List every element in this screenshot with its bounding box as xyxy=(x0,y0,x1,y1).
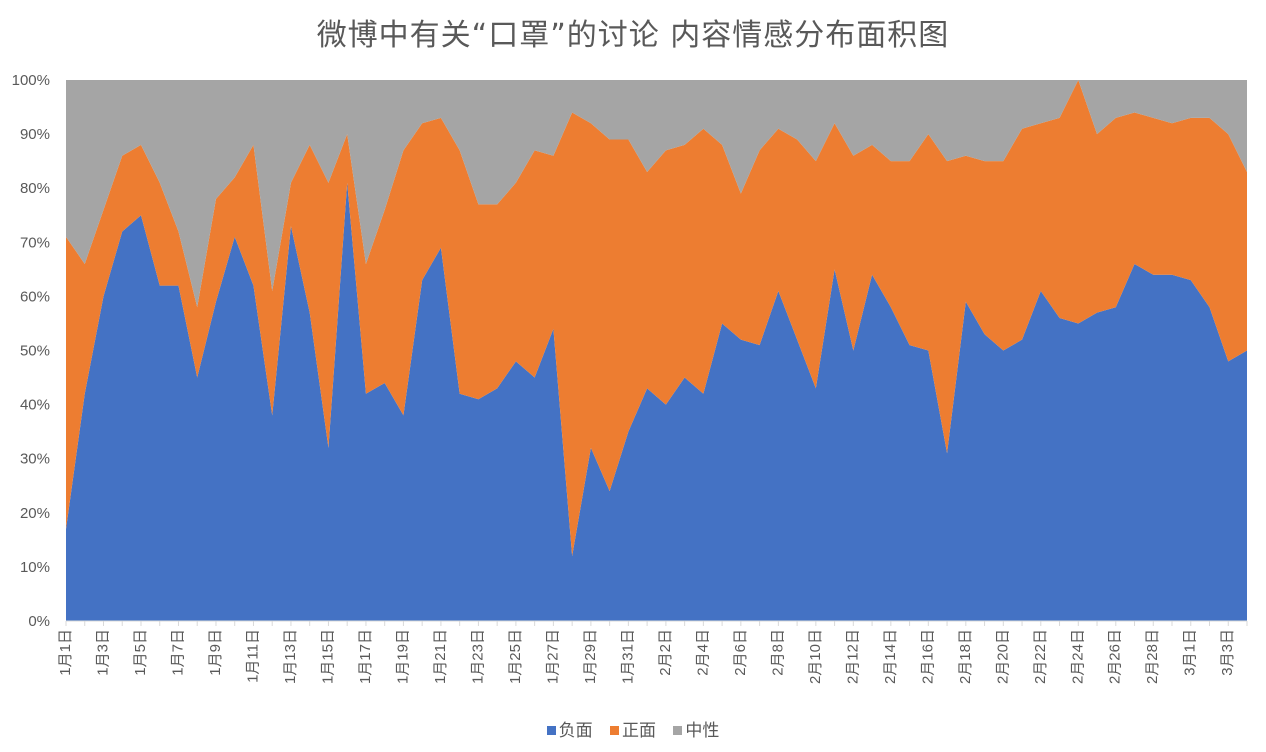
legend-item-positive: 正面 xyxy=(610,716,656,741)
x-tick-label: 1月1日 xyxy=(57,629,74,676)
legend-swatch-negative xyxy=(546,726,556,735)
y-tick-label: 70% xyxy=(20,234,50,251)
x-tick-label: 2月20日 xyxy=(994,629,1011,684)
y-tick-label: 60% xyxy=(20,288,50,305)
y-tick-label: 40% xyxy=(20,397,50,414)
y-tick-label: 30% xyxy=(20,451,50,468)
x-tick-label: 2月8日 xyxy=(769,629,786,676)
y-tick-label: 10% xyxy=(20,559,50,576)
x-tick-label: 1月13日 xyxy=(282,629,299,684)
area-series-positive xyxy=(66,80,1247,557)
x-tick-label: 2月26日 xyxy=(1107,629,1124,684)
x-tick-label: 1月15日 xyxy=(319,629,336,684)
legend-label-neutral: 中性 xyxy=(685,721,720,741)
chart-title: 微博中有关“口罩”的讨论 内容情感分布面积图 xyxy=(316,18,950,53)
x-tick-label: 1月7日 xyxy=(169,629,186,676)
y-tick-label: 20% xyxy=(20,505,50,522)
x-tick-label: 1月31日 xyxy=(619,629,636,684)
x-tick-label: 1月17日 xyxy=(357,629,374,684)
y-tick-label: 80% xyxy=(20,180,50,197)
area-series-negative xyxy=(66,182,1247,622)
x-tick-label: 2月6日 xyxy=(732,629,749,676)
y-tick-label: 90% xyxy=(20,126,50,143)
legend-item-neutral: 中性 xyxy=(673,716,719,741)
y-tick-label: 100% xyxy=(12,72,50,89)
area-series-neutral xyxy=(66,80,1247,308)
x-tick-label: 1月23日 xyxy=(469,629,486,684)
x-tick-label: 3月1日 xyxy=(1182,629,1199,676)
x-tick-label: 1月9日 xyxy=(207,629,224,676)
legend-label-negative: 负面 xyxy=(558,721,593,741)
chart-legend: 负面 正面 中性 xyxy=(0,716,1266,741)
x-tick-label: 2月12日 xyxy=(844,629,861,684)
x-tick-label: 2月28日 xyxy=(1144,629,1161,684)
x-tick-label: 2月24日 xyxy=(1069,629,1086,684)
x-tick-label: 1月19日 xyxy=(394,629,411,684)
x-tick-label: 1月27日 xyxy=(544,629,561,684)
y-tick-label: 50% xyxy=(20,343,50,360)
x-tick-label: 2月14日 xyxy=(882,629,899,684)
x-tick-label: 2月18日 xyxy=(957,629,974,684)
x-tick-label: 2月22日 xyxy=(1032,629,1049,684)
x-tick-label: 1月5日 xyxy=(132,629,149,676)
legend-label-positive: 正面 xyxy=(622,721,656,741)
legend-swatch-positive xyxy=(610,726,619,735)
x-tick-label: 2月4日 xyxy=(694,629,711,676)
x-tick-label: 1月11日 xyxy=(244,629,261,683)
legend-swatch-neutral xyxy=(673,726,683,735)
x-tick-label: 2月10日 xyxy=(807,629,824,684)
x-tick-label: 1月21日 xyxy=(432,629,449,684)
x-tick-label: 1月25日 xyxy=(507,629,524,684)
y-tick-label: 0% xyxy=(28,613,50,630)
legend-item-negative: 负面 xyxy=(546,716,593,741)
x-tick-label: 1月29日 xyxy=(582,629,599,684)
x-tick-label: 1月3日 xyxy=(94,629,111,676)
x-tick-label: 3月3日 xyxy=(1219,629,1236,676)
x-tick-label: 2月16日 xyxy=(919,629,936,684)
x-tick-label: 2月2日 xyxy=(657,629,674,676)
